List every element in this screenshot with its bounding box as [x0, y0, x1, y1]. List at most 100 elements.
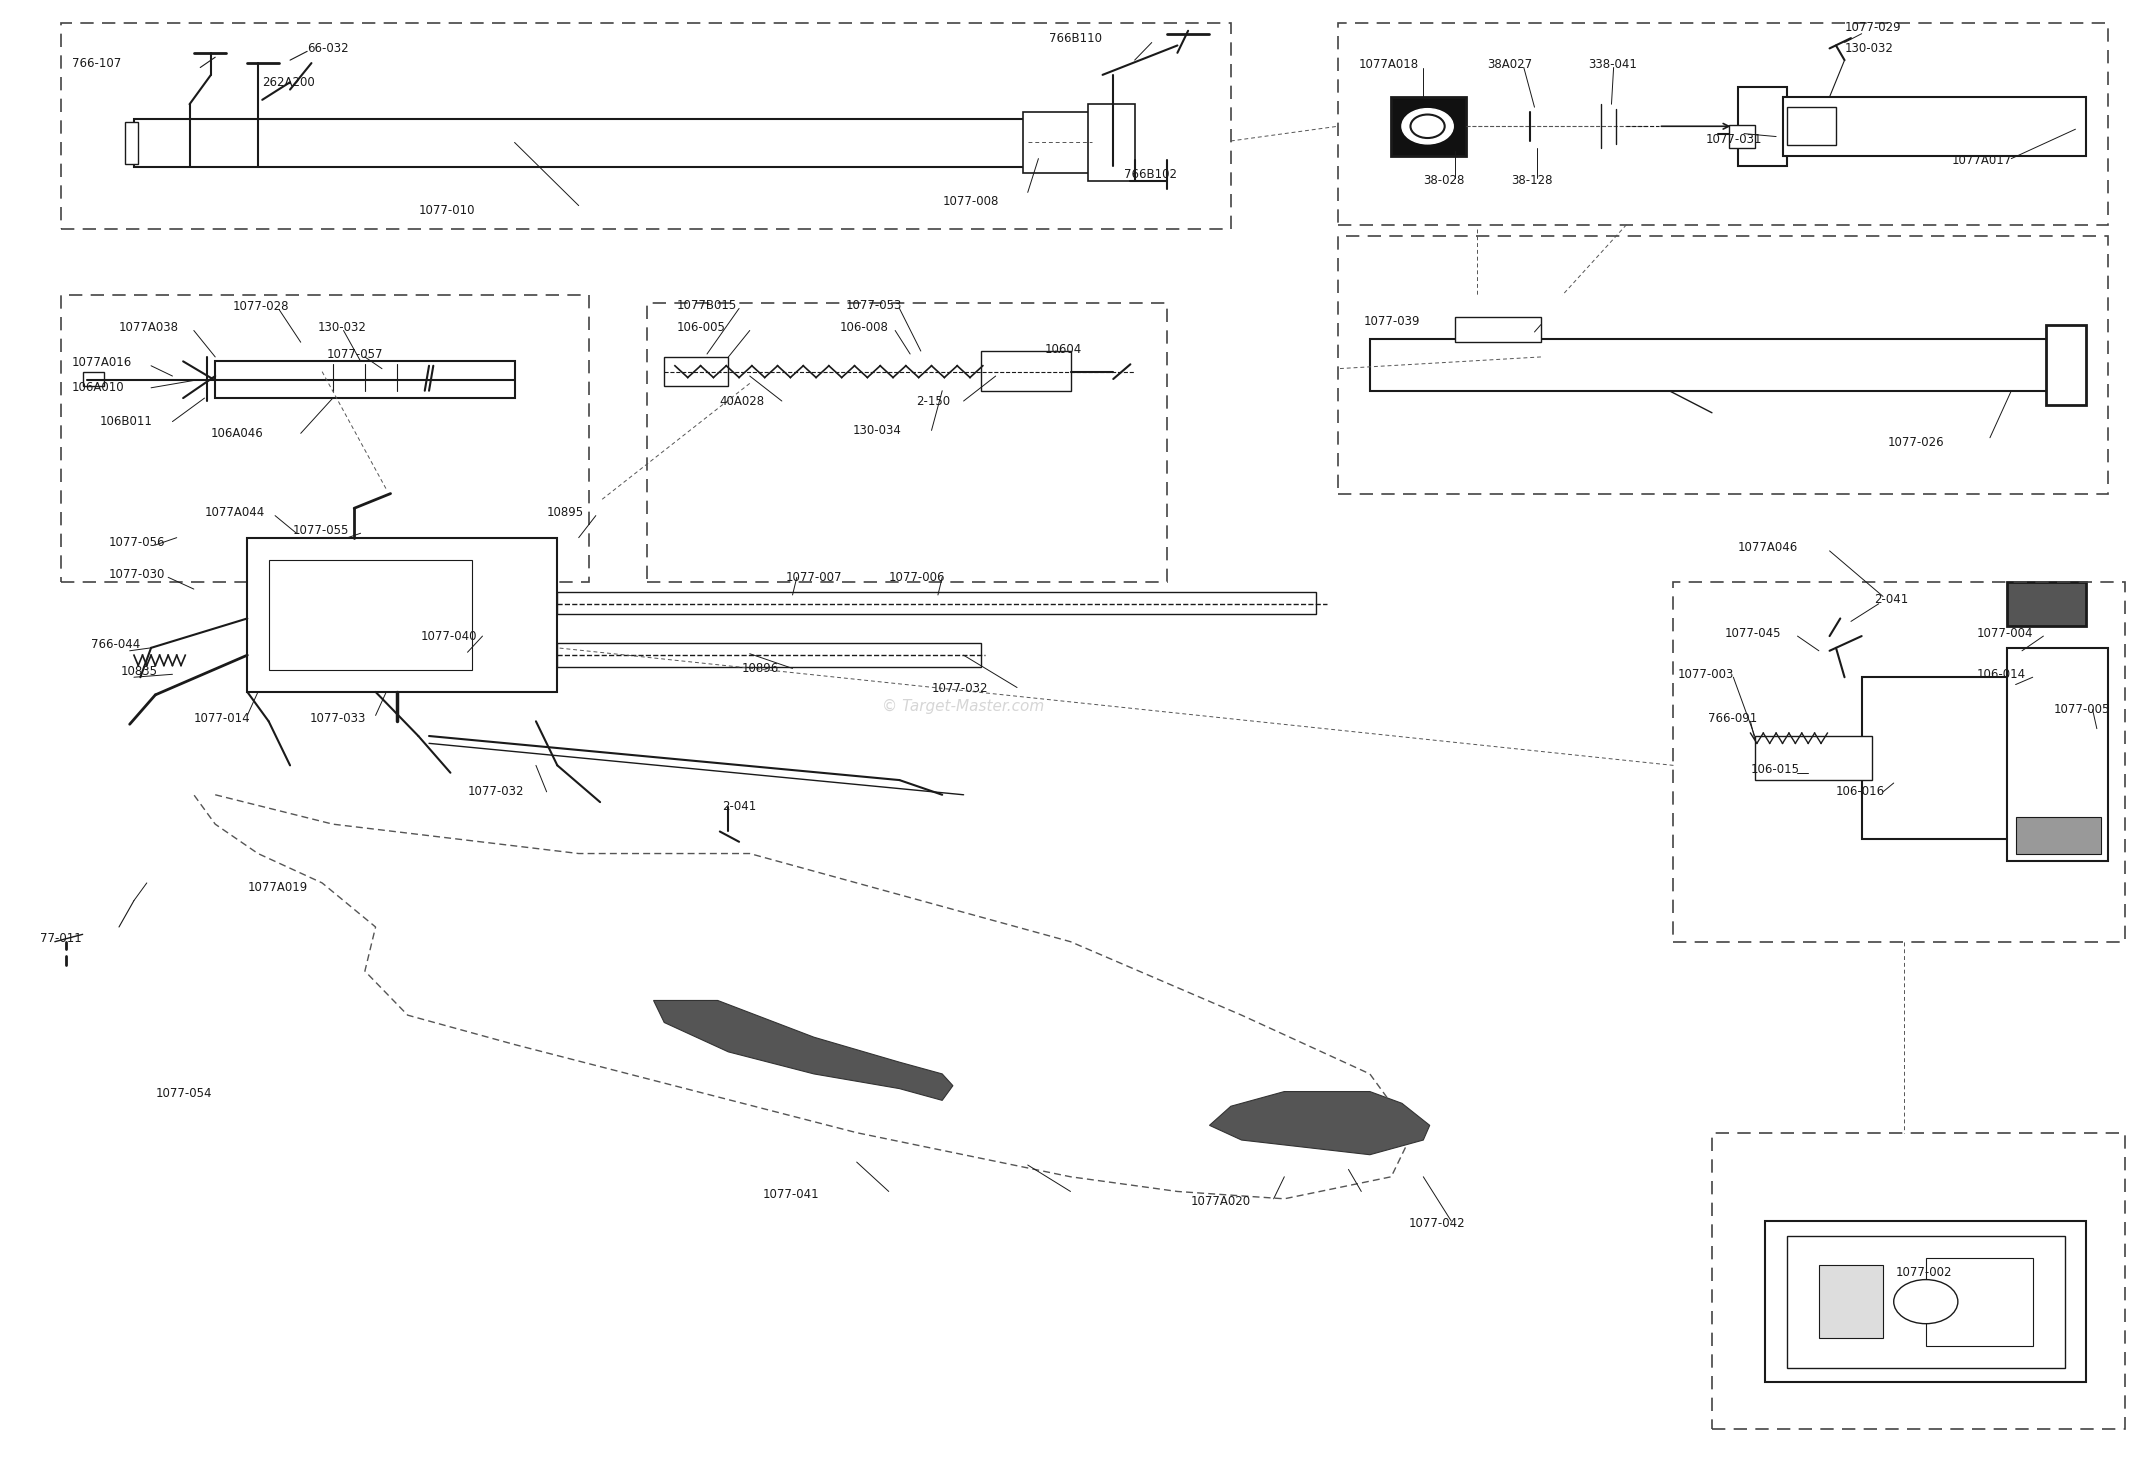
Text: 10604: 10604: [1045, 343, 1081, 356]
Bar: [1370, 340, 2053, 390]
Bar: [2006, 581, 2085, 626]
Text: 130-032: 130-032: [1846, 41, 1893, 54]
Bar: [268, 559, 471, 670]
Text: 1077-041: 1077-041: [762, 1188, 820, 1201]
Text: 1077-031: 1077-031: [1706, 132, 1762, 146]
Bar: [1820, 1264, 1884, 1338]
Text: 1077-054: 1077-054: [156, 1086, 212, 1100]
Bar: [1783, 97, 2085, 156]
Bar: [62, 24, 1231, 230]
Bar: [216, 361, 514, 397]
Text: 1077-045: 1077-045: [1726, 627, 1781, 640]
Bar: [1456, 318, 1542, 343]
Bar: [62, 296, 589, 581]
Text: 1077A038: 1077A038: [120, 321, 180, 334]
Text: 106A046: 106A046: [212, 427, 263, 440]
Text: 66-032: 66-032: [306, 41, 349, 54]
Text: 1077A018: 1077A018: [1360, 57, 1419, 71]
Text: 766-044: 766-044: [92, 639, 141, 652]
Text: 1077-026: 1077-026: [1888, 436, 1944, 449]
Bar: [557, 643, 981, 667]
Text: 766-107: 766-107: [73, 56, 122, 69]
Text: 38A027: 38A027: [1488, 57, 1533, 71]
Text: 1077-006: 1077-006: [889, 571, 944, 584]
Bar: [83, 371, 105, 386]
Text: 1077A044: 1077A044: [206, 506, 265, 520]
Text: 130-032: 130-032: [317, 321, 366, 334]
Bar: [557, 592, 1317, 614]
Text: 1077-003: 1077-003: [1679, 668, 1734, 680]
Text: 1077-032: 1077-032: [467, 786, 525, 798]
Bar: [1738, 87, 1788, 166]
Text: 1077-042: 1077-042: [1409, 1217, 1464, 1231]
Text: 766-091: 766-091: [1709, 712, 1758, 724]
Text: 1077-053: 1077-053: [846, 299, 901, 312]
Text: 1077-056: 1077-056: [109, 536, 165, 549]
Text: 2-041: 2-041: [1876, 593, 1910, 606]
Bar: [1766, 1220, 2085, 1382]
Text: 1077-032: 1077-032: [931, 683, 987, 695]
Text: 1077-010: 1077-010: [417, 203, 475, 216]
Text: 1077A020: 1077A020: [1190, 1195, 1250, 1209]
Bar: [1713, 1132, 2124, 1429]
Text: 106-014: 106-014: [1976, 668, 2025, 680]
Text: 10896: 10896: [741, 662, 779, 676]
Text: 766B102: 766B102: [1124, 168, 1178, 181]
Text: 1077-008: 1077-008: [942, 194, 998, 208]
Bar: [2045, 325, 2085, 405]
Bar: [1756, 736, 1873, 780]
Text: 1077B015: 1077B015: [677, 299, 737, 312]
Text: 10835: 10835: [122, 665, 158, 677]
Text: 106A010: 106A010: [73, 381, 124, 394]
Text: 10895: 10895: [546, 506, 584, 520]
Text: 130-034: 130-034: [852, 424, 901, 437]
Text: 2-041: 2-041: [722, 799, 756, 813]
Bar: [1863, 677, 2010, 839]
Text: 1077-039: 1077-039: [1364, 315, 1419, 328]
Text: 38-128: 38-128: [1512, 174, 1552, 187]
Text: 262A200: 262A200: [261, 75, 315, 88]
Circle shape: [1895, 1279, 1957, 1323]
Text: 1077A019: 1077A019: [246, 880, 308, 894]
Bar: [664, 356, 728, 386]
Text: 1077-057: 1077-057: [325, 347, 383, 361]
Polygon shape: [1210, 1092, 1430, 1154]
Text: 38-028: 38-028: [1424, 174, 1464, 187]
Text: 1077-028: 1077-028: [233, 300, 289, 314]
Circle shape: [1402, 109, 1454, 144]
Text: 1077A016: 1077A016: [73, 356, 133, 369]
Text: 1077-004: 1077-004: [1976, 627, 2034, 640]
Text: 1077A046: 1077A046: [1738, 542, 1798, 555]
Text: 40A028: 40A028: [719, 394, 764, 408]
Text: 1077-033: 1077-033: [308, 712, 366, 724]
Text: 1077A017: 1077A017: [1950, 153, 2013, 166]
Text: 106-016: 106-016: [1837, 786, 1884, 798]
Text: 1077-002: 1077-002: [1895, 1266, 1953, 1279]
Bar: [135, 119, 1028, 168]
Bar: [1338, 237, 2107, 493]
Text: 766B110: 766B110: [1049, 31, 1103, 44]
Text: © Target-Master.com: © Target-Master.com: [882, 699, 1045, 714]
Bar: [2006, 648, 2107, 861]
Text: 1077-007: 1077-007: [786, 571, 844, 584]
Bar: [1788, 1235, 2064, 1367]
Text: 338-041: 338-041: [1589, 57, 1638, 71]
Polygon shape: [653, 1001, 953, 1101]
Text: 106B011: 106B011: [101, 415, 152, 428]
Text: 1077-030: 1077-030: [109, 568, 165, 581]
Bar: [1088, 105, 1135, 181]
Text: 1077-005: 1077-005: [2053, 704, 2111, 715]
Bar: [2015, 817, 2100, 854]
Bar: [1392, 97, 1467, 156]
Text: 1077-029: 1077-029: [1846, 21, 1901, 34]
Bar: [1023, 112, 1092, 174]
Text: 77-011: 77-011: [41, 932, 81, 945]
Text: 2-150: 2-150: [916, 394, 951, 408]
Text: 106-015: 106-015: [1751, 764, 1798, 776]
Bar: [126, 122, 139, 165]
Bar: [647, 303, 1167, 581]
Text: 106-008: 106-008: [839, 321, 889, 334]
Text: 1077-055: 1077-055: [291, 524, 349, 537]
Bar: [246, 537, 557, 692]
Bar: [981, 350, 1070, 390]
